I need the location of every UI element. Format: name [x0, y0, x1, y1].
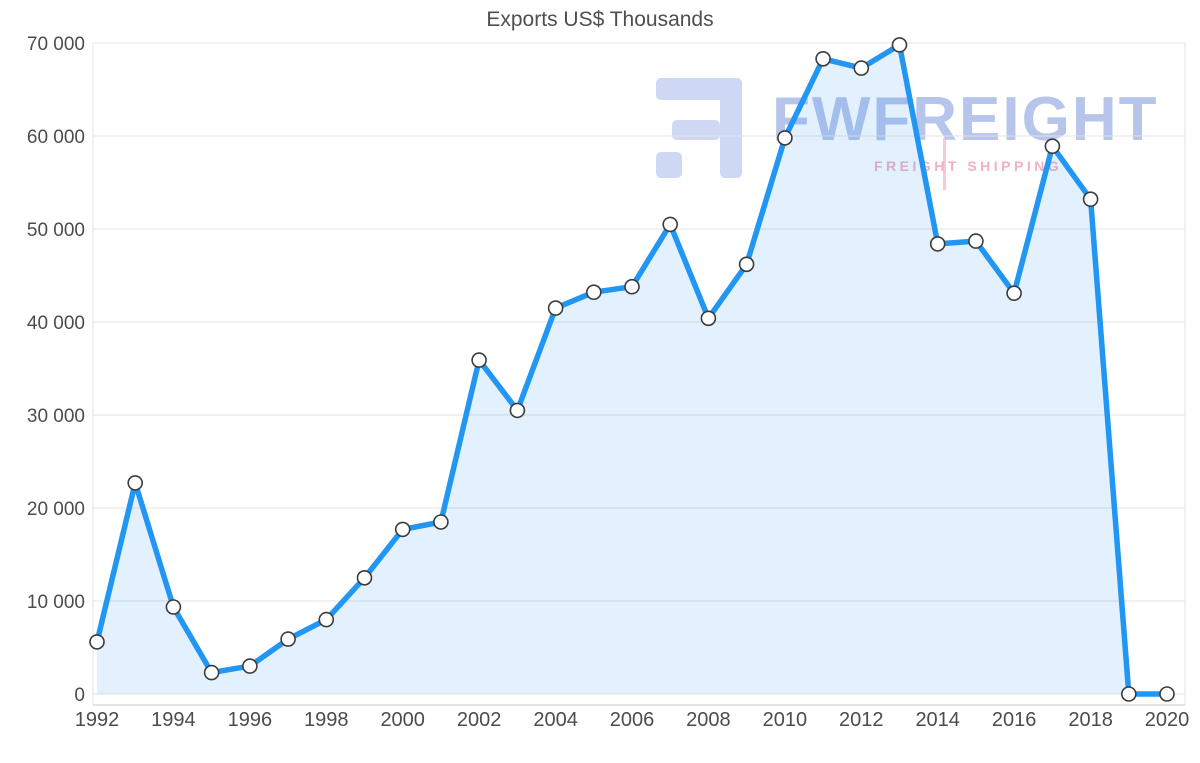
data-point-marker[interactable]: [585, 284, 602, 301]
data-point-marker[interactable]: [700, 310, 717, 327]
x-axis-tick-label: 2006: [610, 709, 655, 731]
data-point-marker[interactable]: [662, 216, 679, 233]
data-point-marker[interactable]: [203, 664, 220, 681]
x-axis-tick-label: 2008: [686, 709, 731, 731]
data-point-marker[interactable]: [242, 658, 258, 674]
data-point-marker[interactable]: [547, 300, 564, 316]
y-axis-tick-label: 0: [74, 685, 85, 706]
y-axis-tick-label: 50 000: [27, 220, 85, 241]
data-point-marker[interactable]: [509, 402, 526, 419]
x-axis-tick-label: 1994: [151, 709, 196, 731]
data-point-marker[interactable]: [815, 50, 831, 67]
data-point-marker[interactable]: [853, 60, 870, 76]
x-axis-tick-label: 2002: [457, 709, 502, 731]
x-axis-tick-label: 2012: [839, 709, 884, 731]
y-axis-tick-label: 20 000: [27, 499, 85, 520]
y-axis-tick-label: 60 000: [27, 127, 85, 148]
data-point-marker[interactable]: [1006, 285, 1022, 302]
data-point-marker[interactable]: [624, 278, 640, 295]
data-point-marker[interactable]: [1121, 686, 1137, 702]
data-point-marker[interactable]: [777, 130, 793, 146]
data-point-marker[interactable]: [1159, 686, 1175, 702]
y-axis-tick-label: 10 000: [27, 592, 85, 613]
data-point-marker[interactable]: [471, 352, 487, 368]
x-axis-tick-label: 2000: [380, 709, 425, 731]
x-axis-tick-label: 2020: [1145, 709, 1190, 731]
data-point-marker[interactable]: [165, 599, 182, 615]
data-point-marker[interactable]: [394, 521, 411, 538]
x-axis-tick-label: 1996: [228, 709, 273, 731]
data-point-marker[interactable]: [127, 475, 143, 491]
data-point-marker[interactable]: [280, 631, 296, 647]
x-axis-tick-label: 2018: [1068, 709, 1113, 731]
x-axis-tick-label: 2004: [533, 709, 578, 731]
data-point-marker[interactable]: [738, 256, 755, 273]
x-axis-tick-label: 1998: [304, 709, 349, 731]
x-axis-tick-label: 2014: [915, 709, 960, 731]
y-axis-tick-label: 30 000: [27, 406, 85, 427]
data-point-marker[interactable]: [1044, 138, 1061, 154]
data-point-marker[interactable]: [1082, 191, 1099, 207]
data-point-marker[interactable]: [318, 611, 335, 628]
series-area-fill: [97, 44, 1167, 694]
y-axis-tick-label: 40 000: [27, 313, 85, 334]
x-axis-tick-label: 2016: [992, 709, 1037, 731]
data-point-marker[interactable]: [89, 634, 105, 650]
data-point-marker[interactable]: [356, 569, 373, 586]
data-point-marker[interactable]: [891, 37, 908, 53]
x-axis-tick-label: 2010: [763, 709, 808, 731]
data-point-marker[interactable]: [433, 514, 449, 530]
x-axis-tick-label: 1992: [75, 709, 120, 731]
data-point-marker[interactable]: [968, 233, 984, 249]
y-axis-tick-label: 70 000: [27, 34, 85, 55]
data-point-marker[interactable]: [929, 236, 946, 252]
